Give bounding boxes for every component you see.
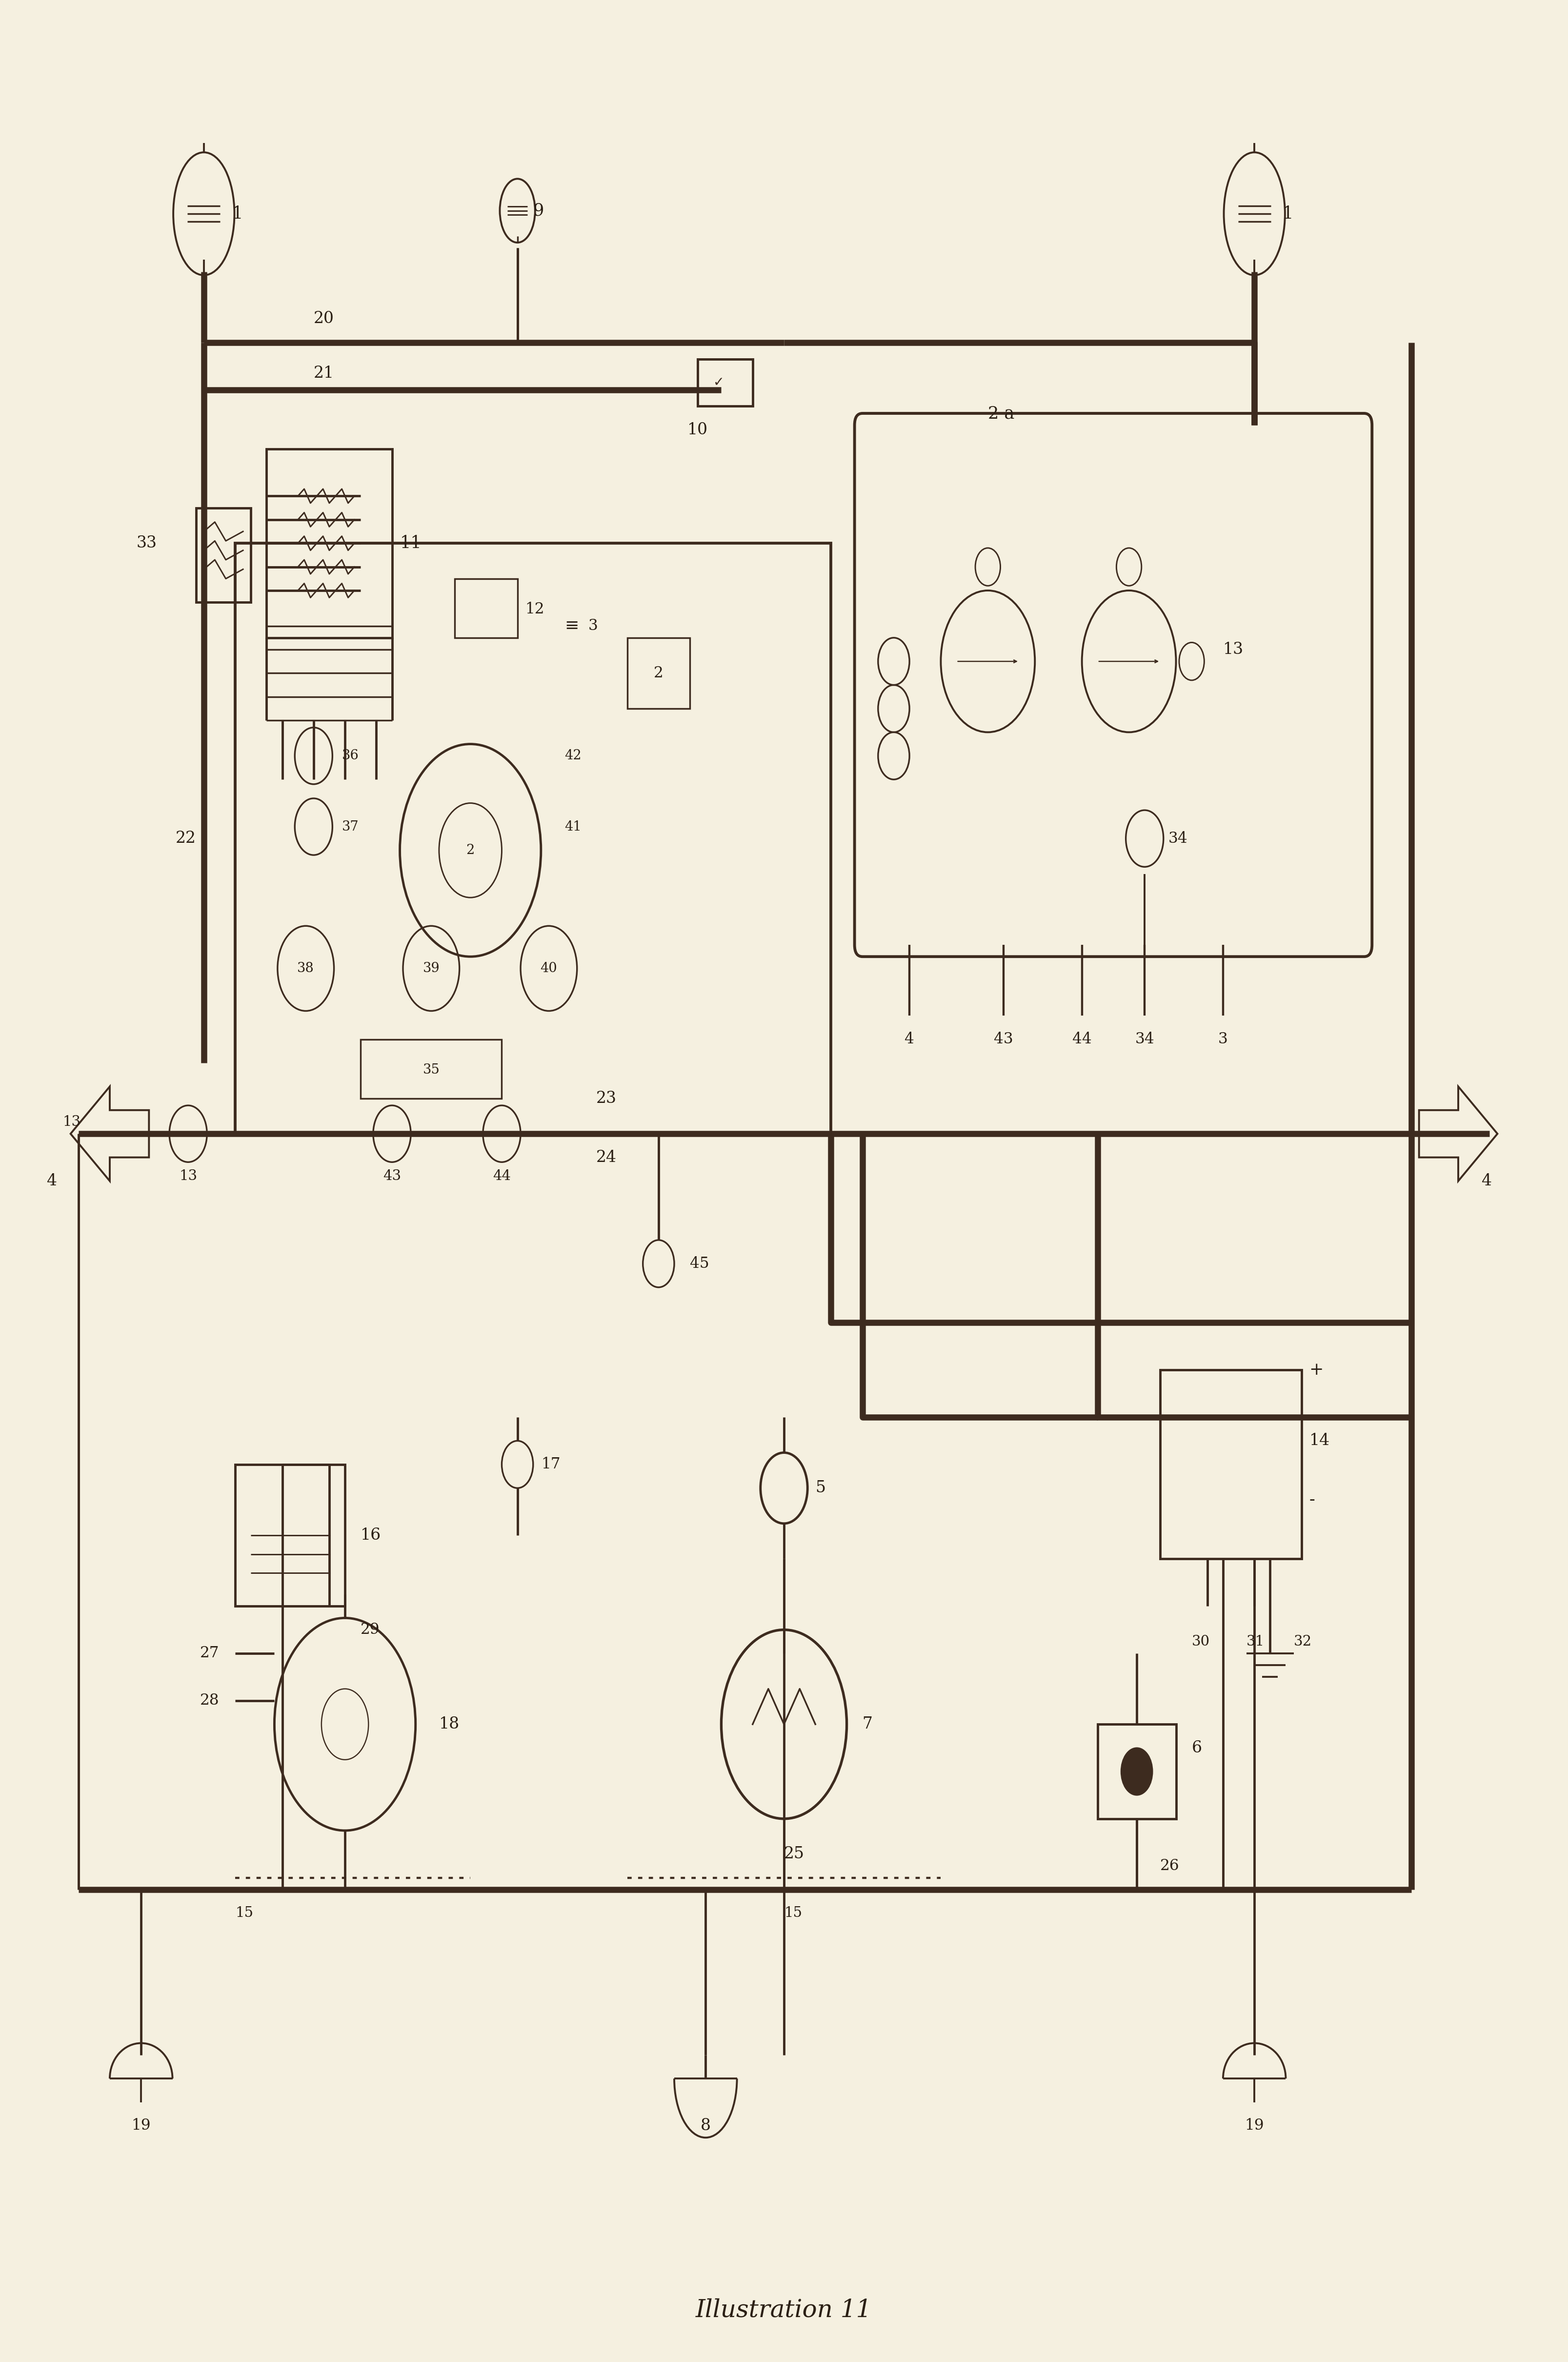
Text: 19: 19 bbox=[1245, 2119, 1264, 2133]
Text: 40: 40 bbox=[541, 961, 557, 976]
Text: 6: 6 bbox=[1192, 1741, 1203, 1755]
Bar bbox=[1098, 1724, 1176, 1819]
Text: 37: 37 bbox=[342, 820, 359, 834]
Text: 29: 29 bbox=[361, 1623, 379, 1637]
Text: 2: 2 bbox=[654, 666, 663, 680]
Text: 15: 15 bbox=[235, 1906, 254, 1920]
Text: 39: 39 bbox=[423, 961, 439, 976]
Text: 13: 13 bbox=[179, 1169, 198, 1183]
Text: 17: 17 bbox=[541, 1457, 560, 1472]
Text: 41: 41 bbox=[564, 820, 582, 834]
Text: 27: 27 bbox=[201, 1646, 220, 1660]
Text: 4: 4 bbox=[905, 1032, 914, 1046]
Circle shape bbox=[1121, 1748, 1152, 1795]
Text: 26: 26 bbox=[1160, 1859, 1179, 1873]
Text: 38: 38 bbox=[298, 961, 314, 976]
Text: 13: 13 bbox=[63, 1115, 82, 1129]
Text: 13: 13 bbox=[1223, 642, 1243, 657]
Text: 34: 34 bbox=[1168, 831, 1187, 846]
Text: 42: 42 bbox=[564, 749, 582, 763]
Text: 44: 44 bbox=[1073, 1032, 1091, 1046]
Bar bbox=[267, 449, 392, 638]
Text: 31: 31 bbox=[1247, 1635, 1265, 1649]
Bar bbox=[196, 508, 251, 602]
Text: 1: 1 bbox=[1283, 205, 1294, 222]
Text: ≡: ≡ bbox=[564, 616, 579, 635]
Text: 7: 7 bbox=[862, 1717, 873, 1731]
Text: 44: 44 bbox=[492, 1169, 511, 1183]
Text: 34: 34 bbox=[1135, 1032, 1154, 1046]
Text: 32: 32 bbox=[1294, 1635, 1312, 1649]
Text: 1: 1 bbox=[232, 205, 243, 222]
Text: Illustration 11: Illustration 11 bbox=[696, 2298, 872, 2322]
Text: 14: 14 bbox=[1309, 1434, 1330, 1448]
Text: 18: 18 bbox=[439, 1717, 459, 1731]
Text: 3: 3 bbox=[588, 619, 597, 633]
Text: 4: 4 bbox=[47, 1174, 58, 1188]
Bar bbox=[627, 638, 690, 709]
Text: -: - bbox=[1309, 1490, 1316, 1509]
Text: 5: 5 bbox=[815, 1481, 826, 1495]
Text: 4: 4 bbox=[1482, 1174, 1493, 1188]
Text: 12: 12 bbox=[525, 602, 544, 616]
Text: 25: 25 bbox=[784, 1847, 804, 1861]
Text: 35: 35 bbox=[423, 1063, 439, 1077]
Text: 20: 20 bbox=[314, 312, 334, 326]
Text: +: + bbox=[1309, 1361, 1323, 1379]
Text: 28: 28 bbox=[201, 1694, 220, 1708]
Text: 11: 11 bbox=[400, 534, 422, 553]
Bar bbox=[455, 579, 517, 638]
Bar bbox=[235, 1464, 345, 1606]
Text: 2: 2 bbox=[466, 843, 475, 857]
Bar bbox=[698, 359, 753, 406]
Text: ✓: ✓ bbox=[713, 376, 724, 390]
Text: 19: 19 bbox=[132, 2119, 151, 2133]
Bar bbox=[235, 543, 831, 1134]
Text: 36: 36 bbox=[342, 749, 359, 763]
Text: 24: 24 bbox=[596, 1150, 616, 1164]
Text: 22: 22 bbox=[176, 831, 196, 846]
Text: 45: 45 bbox=[690, 1257, 709, 1271]
Text: 23: 23 bbox=[596, 1091, 616, 1105]
Text: 9: 9 bbox=[533, 203, 544, 220]
Text: 16: 16 bbox=[361, 1528, 381, 1542]
Text: 43: 43 bbox=[994, 1032, 1013, 1046]
Text: 10: 10 bbox=[687, 423, 709, 437]
Text: 8: 8 bbox=[701, 2119, 710, 2133]
Text: 43: 43 bbox=[383, 1169, 401, 1183]
Bar bbox=[1160, 1370, 1301, 1559]
Text: 21: 21 bbox=[314, 366, 334, 380]
Text: 2 a: 2 a bbox=[988, 404, 1014, 423]
Text: 33: 33 bbox=[136, 536, 157, 550]
Text: 3: 3 bbox=[1218, 1032, 1228, 1046]
Bar bbox=[361, 1039, 502, 1098]
Text: 30: 30 bbox=[1192, 1635, 1210, 1649]
Text: 15: 15 bbox=[784, 1906, 803, 1920]
